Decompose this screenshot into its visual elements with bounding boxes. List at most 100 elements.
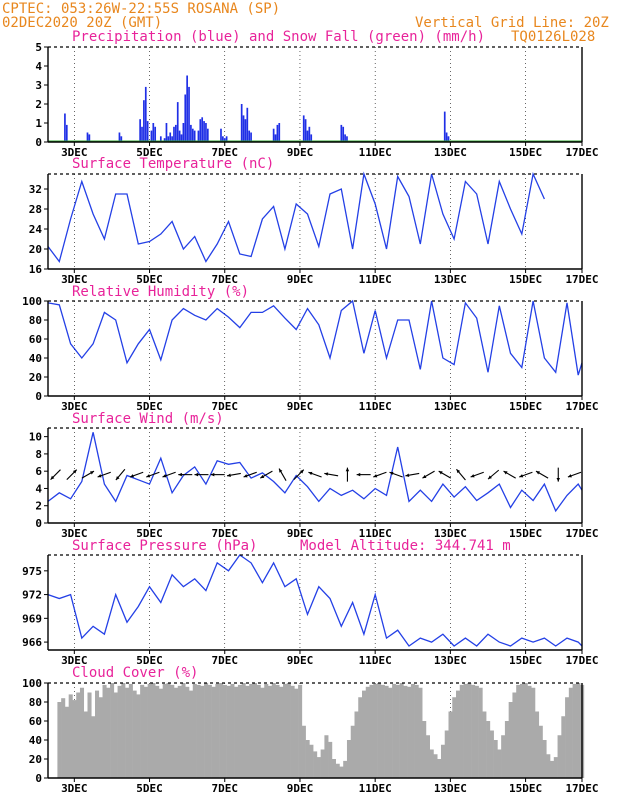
cloud-bar bbox=[463, 683, 468, 778]
cloud-bar bbox=[328, 741, 333, 778]
cloud-bar bbox=[79, 687, 85, 778]
pressure-xtick-label: 9DEC bbox=[287, 654, 314, 667]
precip-ytick-label: 3 bbox=[35, 79, 42, 92]
precip-bar bbox=[176, 102, 179, 142]
humidity-xtick-label: 17DEC bbox=[565, 400, 598, 413]
station-header: CPTEC: 053:26W-22:55S ROSANA (SP) bbox=[2, 1, 280, 17]
cloud-xtick-label: 9DEC bbox=[287, 782, 314, 795]
temperature-panel: 16 20 24 28 32 3DEC 5DEC 7DEC 9DEC 11DEC 13DEC 15DE… bbox=[29, 171, 599, 286]
pressure-ytick-label: 966 bbox=[22, 636, 42, 649]
cloud-bar bbox=[305, 740, 310, 778]
temperature-title: Surface Temperature (nC) bbox=[72, 156, 274, 172]
wind-ytick-label: 0 bbox=[35, 517, 42, 530]
wind-arrow-head bbox=[373, 474, 378, 478]
pressure-xtick-label: 5DEC bbox=[136, 654, 163, 667]
precip-bar bbox=[240, 104, 243, 142]
cloud-bar bbox=[343, 760, 348, 778]
cloud-bar bbox=[260, 687, 265, 778]
wind-arrow-head bbox=[162, 474, 167, 478]
precip-bar bbox=[169, 132, 172, 142]
wind-arrow-head bbox=[345, 467, 350, 472]
wind-arrow-head bbox=[279, 468, 283, 473]
precip-bar bbox=[173, 126, 175, 142]
cloud-bar bbox=[211, 686, 216, 778]
cloud-bar bbox=[399, 683, 404, 778]
wind-arrow-head bbox=[556, 478, 561, 482]
wind-arrow-head bbox=[97, 474, 102, 478]
wind-arrow-head bbox=[567, 474, 572, 478]
precip-bar bbox=[197, 130, 200, 142]
precip-bar bbox=[306, 130, 309, 142]
cloud-bar bbox=[448, 711, 453, 778]
precip-bar bbox=[167, 136, 170, 142]
cloud-bar bbox=[425, 735, 430, 778]
temperature-xtick-label: 3DEC bbox=[61, 273, 88, 286]
cloud-bar bbox=[207, 684, 212, 778]
cloud-bar bbox=[294, 688, 299, 778]
cloud-bar bbox=[414, 684, 419, 778]
cloud-bar bbox=[362, 690, 367, 778]
cloud-bar bbox=[68, 694, 73, 778]
cloud-bar bbox=[482, 711, 487, 778]
pressure-ytick-label: 975 bbox=[22, 565, 42, 578]
wind-arrow-head bbox=[146, 474, 151, 478]
cloud-bar bbox=[553, 757, 558, 778]
cloud-bar bbox=[534, 711, 540, 778]
precip-bar bbox=[220, 128, 222, 142]
wind-arrow-head bbox=[470, 474, 475, 478]
precip-bar bbox=[443, 111, 446, 142]
cloud-xtick-label: 11DEC bbox=[359, 782, 392, 795]
cloud-bar bbox=[87, 692, 92, 778]
wind-arrow-head bbox=[535, 471, 540, 475]
temperature-ytick-label: 32 bbox=[29, 183, 42, 196]
wind-arrow-head bbox=[308, 471, 313, 476]
cloud-bar bbox=[422, 721, 427, 778]
cloud-bar bbox=[249, 683, 254, 778]
cloud-bar bbox=[324, 735, 329, 778]
cloud-bar bbox=[264, 683, 269, 778]
wind-line bbox=[47, 432, 583, 513]
model-altitude: Model Altitude: 344.741 m bbox=[300, 538, 511, 554]
humidity-line bbox=[47, 299, 583, 376]
wind-arrow-head bbox=[115, 476, 120, 480]
temperature-xtick-label: 13DEC bbox=[434, 273, 467, 286]
precip-bar bbox=[146, 121, 149, 142]
humidity-xtick-label: 13DEC bbox=[434, 400, 467, 413]
cloud-bar bbox=[158, 688, 163, 778]
precip-ytick-label: 5 bbox=[35, 41, 42, 54]
humidity-ytick-label: 0 bbox=[35, 390, 42, 403]
pressure-panel: 966 969 972 975 3DEC 5DEC 7DEC 9DEC 11DEC 13DEC 15… bbox=[22, 554, 599, 667]
cloud-bar bbox=[275, 684, 280, 778]
precip-bar bbox=[193, 130, 196, 142]
precip-panel: 0 1 2 3 4 5 3DEC 5DEC 7DEC 9DEC 11DEC 13DEC 15DEC 17D… bbox=[35, 41, 598, 159]
precip-xtick-label: 5DEC bbox=[136, 146, 163, 159]
precip-bar bbox=[86, 132, 89, 142]
cloud-bar bbox=[316, 757, 321, 778]
humidity-xtick-label: 7DEC bbox=[211, 400, 238, 413]
wind-arrow-head bbox=[50, 475, 55, 480]
cloud-bar bbox=[320, 749, 325, 778]
wind-title: Surface Wind (m/s) bbox=[72, 411, 224, 427]
precip-bar bbox=[64, 113, 66, 142]
precip-bar bbox=[154, 126, 157, 142]
cloud-bar bbox=[234, 686, 239, 778]
wind-arrow-head bbox=[488, 475, 492, 480]
cloud-bar bbox=[121, 683, 126, 778]
precip-bar bbox=[199, 119, 202, 142]
precip-bar bbox=[310, 134, 313, 142]
wind-xtick-label: 7DEC bbox=[211, 527, 238, 540]
precip-bar bbox=[118, 132, 121, 142]
precip-bar bbox=[205, 123, 207, 142]
precip-bar bbox=[274, 134, 277, 142]
precip-bar bbox=[191, 128, 194, 142]
cloud-bar bbox=[309, 744, 314, 778]
precip-bar bbox=[276, 124, 279, 142]
cloud-xtick-label: 13DEC bbox=[434, 782, 467, 795]
wind-arrow-head bbox=[438, 471, 443, 475]
precip-xtick-label: 17DEC bbox=[565, 146, 598, 159]
precip-bar bbox=[88, 134, 91, 142]
cloud-bar bbox=[392, 683, 397, 778]
wind-xtick-label: 9DEC bbox=[287, 527, 314, 540]
cloud-bar bbox=[128, 683, 133, 778]
wind-arrow-head bbox=[178, 472, 182, 477]
